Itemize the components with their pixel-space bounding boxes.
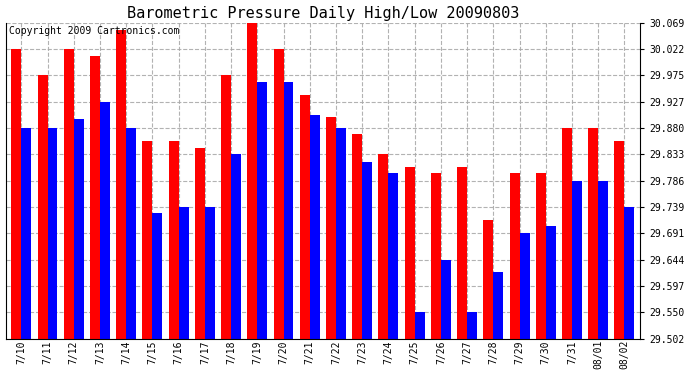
Bar (21, 128, 31, 339)
Title: Barometric Pressure Daily High/Low 20090803: Barometric Pressure Daily High/Low 20090… (127, 6, 519, 21)
Bar (546, 226, 555, 339)
Bar (484, 220, 493, 339)
Bar (624, 207, 634, 339)
Bar (257, 82, 267, 339)
Bar (116, 30, 126, 339)
Bar (179, 207, 188, 339)
Bar (326, 117, 336, 339)
Bar (11, 49, 21, 339)
Bar (168, 141, 179, 339)
Bar (126, 128, 136, 339)
Bar (231, 154, 241, 339)
Bar (100, 102, 110, 339)
Bar (152, 213, 162, 339)
Bar (90, 56, 100, 339)
Bar (572, 181, 582, 339)
Bar (195, 148, 205, 339)
Bar (310, 115, 319, 339)
Text: Copyright 2009 Cartronics.com: Copyright 2009 Cartronics.com (9, 26, 179, 36)
Bar (63, 49, 74, 339)
Bar (48, 128, 57, 339)
Bar (441, 260, 451, 339)
Bar (221, 75, 231, 339)
Bar (415, 312, 424, 339)
Bar (589, 128, 598, 339)
Bar (615, 141, 624, 339)
Bar (336, 128, 346, 339)
Bar (467, 312, 477, 339)
Bar (352, 134, 362, 339)
Bar (457, 167, 467, 339)
Bar (388, 173, 398, 339)
Bar (493, 273, 503, 339)
Bar (74, 119, 83, 339)
Bar (247, 23, 257, 339)
Bar (362, 162, 372, 339)
Bar (299, 95, 310, 339)
Bar (37, 75, 48, 339)
Bar (142, 141, 152, 339)
Bar (205, 207, 215, 339)
Bar (510, 173, 520, 339)
Bar (598, 181, 608, 339)
Bar (536, 173, 546, 339)
Bar (431, 173, 441, 339)
Bar (520, 234, 529, 339)
Bar (273, 49, 284, 339)
Bar (284, 82, 293, 339)
Bar (404, 167, 415, 339)
Bar (378, 154, 388, 339)
Bar (562, 128, 572, 339)
